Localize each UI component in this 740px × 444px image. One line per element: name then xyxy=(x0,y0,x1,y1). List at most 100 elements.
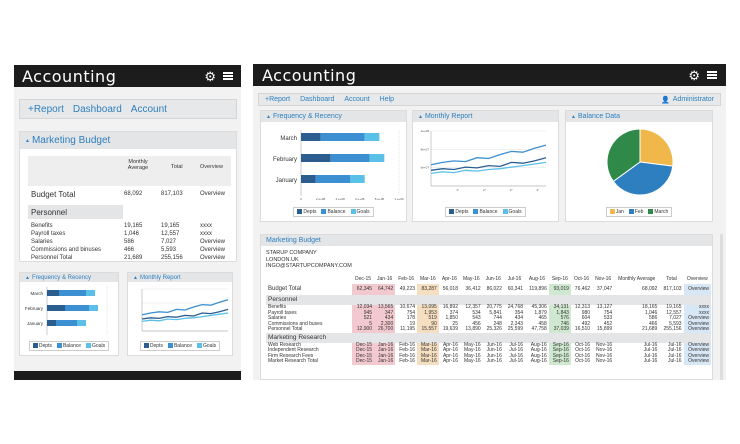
cell: Jul-16 xyxy=(643,347,658,353)
big-balance-header[interactable]: ▲ Balance Data xyxy=(566,111,712,122)
cell-monthly: 586 xyxy=(124,239,135,245)
row-label: Firm Research Fees xyxy=(268,352,314,359)
collapse-icon: ▲ xyxy=(25,137,30,144)
cell: 19,165 xyxy=(666,304,682,310)
cell: 492 xyxy=(581,320,591,327)
small-bottom-bar xyxy=(14,371,241,380)
cell: Oct-16 xyxy=(575,341,591,348)
cell: Mar-16 xyxy=(417,347,439,354)
cell: 980 xyxy=(581,309,591,316)
cell: 178 xyxy=(406,315,416,321)
small-personnel-header: Personnel xyxy=(28,205,123,219)
nav-dashboard-link[interactable]: Dashboard xyxy=(72,103,122,115)
table-row: Salaries 586 7,027 Overview xyxy=(28,239,231,247)
x-tick-label: 1° xyxy=(456,188,460,192)
big-freq-title: Frequency & Recency xyxy=(272,113,342,120)
table-row: Commissions and binuses 466 5,593 Overview xyxy=(28,247,231,255)
cell: 16,892 xyxy=(442,304,458,310)
cell: Jul-16 xyxy=(509,347,524,353)
cell: 90 xyxy=(417,321,439,327)
cell: 37,039 xyxy=(548,326,571,333)
cell-total: 7,027 xyxy=(161,239,177,245)
big-freq-chart: March February January 0 2 e+08 4 e+08 6 e+08 8… xyxy=(273,130,404,201)
big-nav: +Report Dashboard Account Help 👤 Administ… xyxy=(258,93,721,106)
nav-help-link[interactable]: Help xyxy=(379,96,395,103)
small-budget-header[interactable]: ▲ Marketing Budget xyxy=(20,132,236,149)
small-monthly-header[interactable]: ▲ Monthly Report xyxy=(128,273,232,282)
nav-report-link[interactable]: +Report xyxy=(28,103,64,115)
small-titlebar: Accounting ⚙ xyxy=(14,65,241,87)
bar-depts xyxy=(47,305,65,311)
budget-table: Dec-15 Jan-16 Feb-16 Mar-16 Apr-16 May-16 Jun-… xyxy=(266,274,711,365)
cell: 25,326 xyxy=(486,326,502,332)
menu-icon[interactable] xyxy=(707,71,717,79)
cell-total: 19,165 xyxy=(161,223,180,229)
cell: 746 xyxy=(548,321,571,327)
table-row: Independent Research Dec-15 Jan-16 Feb-16 Ma… xyxy=(266,347,711,354)
gear-icon[interactable]: ⚙ xyxy=(688,67,700,83)
x-tick-label: 0 xyxy=(300,197,302,201)
cell: Sep-16 xyxy=(548,342,571,348)
cell: Jul-16 xyxy=(509,341,524,348)
big-freq-header[interactable]: ▲ Frequency & Recency xyxy=(261,111,406,122)
legend-balance: Balance xyxy=(62,343,82,349)
y-tick-label: 6e+07 xyxy=(421,166,430,170)
cell: 945 xyxy=(352,310,375,316)
cell: Mar-16 xyxy=(417,353,439,359)
scrollbar[interactable] xyxy=(720,234,723,380)
legend-goals: Goals xyxy=(356,209,370,215)
cell: 13,127 xyxy=(596,304,613,310)
cell: 12,313 xyxy=(574,304,591,310)
user-menu[interactable]: 👤 Administrator xyxy=(661,96,714,104)
cell: Dec-15 xyxy=(352,347,375,354)
cell: 11,195 xyxy=(400,326,416,332)
user-name: Administrator xyxy=(672,96,714,103)
column-header: Sep-16 xyxy=(551,275,568,282)
cell: 534 xyxy=(472,309,481,316)
cell: 12,357 xyxy=(465,304,481,310)
nav-dashboard-link[interactable]: Dashboard xyxy=(300,96,335,103)
legend-balance: Balance xyxy=(173,343,193,349)
cell: Overview xyxy=(683,321,711,327)
cell: Jun-16 xyxy=(486,358,502,364)
cell: May-16 xyxy=(464,341,481,348)
row-label: Salaries xyxy=(268,315,287,321)
section-label: Personnel xyxy=(266,295,711,305)
cell: 255,156 xyxy=(663,326,682,332)
cell-total: 12,557 xyxy=(161,231,180,237)
table-row: Payroll taxes 1,046 12,557 xxxx xyxy=(28,231,231,239)
big-budget-header[interactable]: Marketing Budget xyxy=(261,235,712,246)
small-freq-card: ▲ Frequency & Recency March February Januar… xyxy=(19,272,119,356)
cell: xxxx xyxy=(683,310,711,316)
column-header: Jul-16 xyxy=(507,275,522,282)
big-window: Accounting ⚙ +Report Dashboard Account H… xyxy=(253,64,726,380)
cell: Sep-16 xyxy=(548,353,571,359)
menu-icon[interactable] xyxy=(223,72,233,80)
cell: Nov-16 xyxy=(596,352,613,359)
collapse-icon: ▲ xyxy=(571,113,576,120)
bar-depts xyxy=(301,175,316,183)
bar-balance xyxy=(65,305,89,311)
big-freq-legend: Depts Balance Goals xyxy=(261,207,406,217)
small-freq-header[interactable]: ▲ Frequency & Recency xyxy=(20,273,118,282)
legend-goals: Goals xyxy=(203,343,217,349)
small-app-title: Accounting xyxy=(22,66,117,86)
column-header: Total xyxy=(666,275,677,282)
nav-account-link[interactable]: Account xyxy=(130,103,167,115)
nav-report-link[interactable]: +Report xyxy=(265,96,291,103)
cell: 586 xyxy=(649,315,658,321)
cell: Oct-16 xyxy=(575,358,591,364)
cell: Overview xyxy=(683,353,711,359)
small-budget-card: ▲ Marketing Budget Monthly Average Total … xyxy=(19,131,237,262)
nav-account-link[interactable]: Account xyxy=(344,96,370,103)
bar-balance xyxy=(59,290,86,296)
big-freq-card: ▲ Frequency & Recency March February Januar… xyxy=(260,110,407,222)
bar-category-label: February xyxy=(273,157,297,163)
cell: 347 xyxy=(374,310,396,316)
big-monthly-header[interactable]: ▲ Monthly Report xyxy=(413,111,558,122)
cell: 68,092 xyxy=(642,285,658,292)
cell-overview: Overview xyxy=(200,247,226,253)
cell: Feb-16 xyxy=(399,352,416,359)
cell: Jan-16 xyxy=(374,358,396,365)
gear-icon[interactable]: ⚙ xyxy=(204,68,216,84)
